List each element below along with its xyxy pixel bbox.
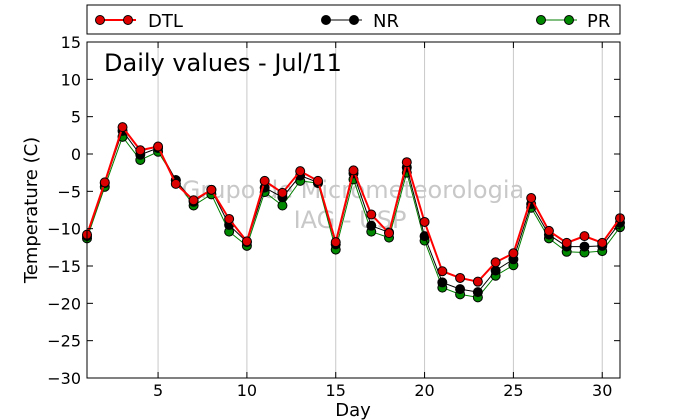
y-tick-label: 10 — [61, 70, 81, 89]
y-axis-label: Temperature (C) — [21, 137, 42, 284]
data-point — [543, 225, 554, 236]
y-tick-label: 0 — [71, 145, 81, 164]
legend-swatch-marker — [321, 15, 331, 25]
series-layer — [82, 122, 625, 303]
data-point — [277, 200, 288, 211]
x-tick-label: 20 — [414, 381, 434, 400]
data-point — [384, 228, 395, 239]
y-tick-label: −5 — [57, 182, 81, 201]
legend-label: PR — [587, 11, 610, 32]
y-tick-label: 5 — [71, 108, 81, 127]
data-point — [330, 237, 341, 248]
legend-swatch-marker — [564, 15, 574, 25]
data-point — [455, 272, 466, 283]
legend-swatch-marker — [536, 15, 546, 25]
legend-item-nr: NR — [321, 11, 399, 32]
data-point — [277, 187, 288, 198]
legend-label: DTL — [148, 11, 183, 32]
y-tick-label: −30 — [47, 369, 81, 388]
data-point — [135, 145, 146, 156]
data-point — [455, 284, 466, 295]
y-tick-label: −10 — [47, 220, 81, 239]
data-point — [472, 287, 483, 298]
data-point — [259, 175, 270, 186]
x-tick-label: 10 — [237, 381, 257, 400]
data-point — [241, 236, 252, 247]
data-point — [206, 184, 217, 195]
tick-labels: 5 10 15 20 25 30 15 10 5 0 −5 −10 −15 −20 −25 −30 — [47, 33, 612, 400]
data-point — [366, 209, 377, 220]
y-tick-label: −15 — [47, 257, 81, 276]
data-point — [490, 265, 501, 276]
y-tick-label: −20 — [47, 294, 81, 313]
data-point — [526, 193, 537, 204]
legend-swatch-marker — [123, 15, 133, 25]
data-point — [401, 157, 412, 168]
legend-swatch-marker — [349, 15, 359, 25]
x-tick-label: 5 — [153, 381, 163, 400]
gridlines — [157, 42, 603, 378]
legend: DTL NR PR — [86, 4, 621, 35]
plot-frame — [86, 41, 621, 379]
legend-swatch-marker — [95, 15, 105, 25]
series-dtl — [82, 122, 625, 287]
data-point — [224, 213, 235, 224]
ticks — [87, 41, 620, 379]
legend-item-dtl: DTL — [95, 11, 183, 32]
y-tick-label: 15 — [61, 33, 81, 52]
data-point — [295, 166, 306, 177]
data-point — [579, 241, 590, 252]
data-point — [419, 216, 430, 227]
data-point — [312, 175, 323, 186]
x-tick-label: 25 — [503, 381, 523, 400]
data-point — [188, 195, 199, 206]
data-point — [153, 141, 164, 152]
x-tick-label: 15 — [326, 381, 346, 400]
legend-label: NR — [373, 11, 399, 32]
data-point — [508, 248, 519, 259]
data-point — [99, 177, 110, 188]
legend-item-pr: PR — [536, 11, 610, 32]
plot-area: Grupo de Micrometeorologia IAG - USP — [82, 41, 625, 379]
data-point — [579, 231, 590, 242]
y-tick-label: −25 — [47, 332, 81, 351]
data-point — [597, 237, 608, 248]
data-point — [437, 266, 448, 277]
data-point — [348, 165, 359, 176]
data-point — [561, 237, 572, 248]
data-point — [366, 220, 377, 231]
data-point — [117, 122, 128, 133]
data-point — [170, 178, 181, 189]
x-tick-label: 30 — [592, 381, 612, 400]
data-point — [437, 277, 448, 288]
data-point — [490, 257, 501, 268]
x-axis-label: Day — [335, 400, 371, 420]
data-point — [472, 276, 483, 287]
chart-title: Daily values - Jul/11 — [104, 49, 342, 77]
